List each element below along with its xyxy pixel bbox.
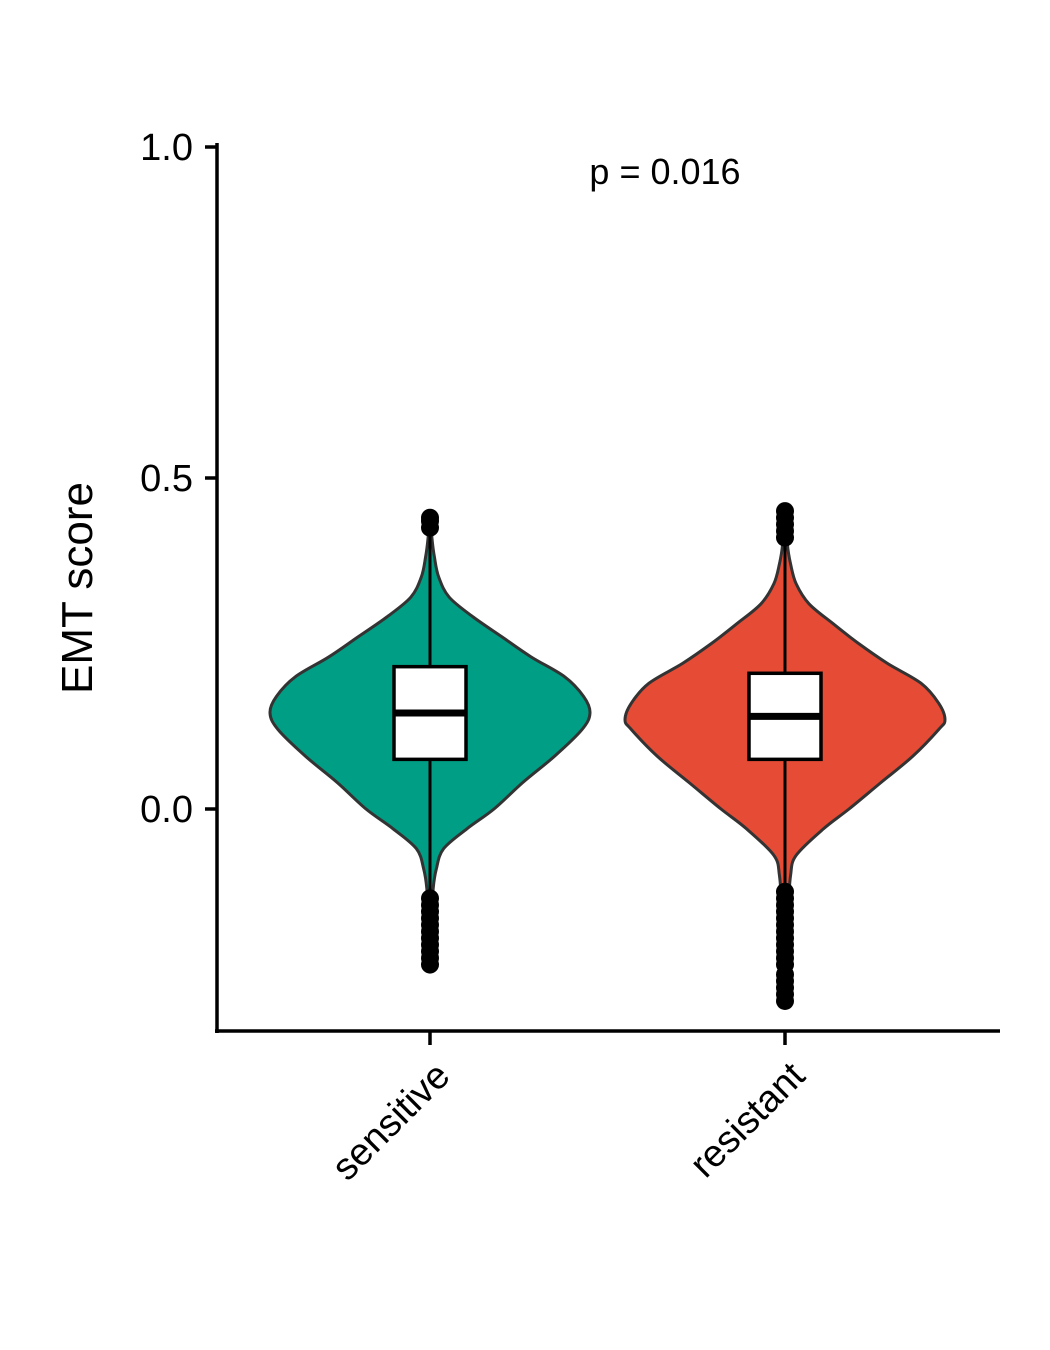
x-tick-label-sensitive: sensitive	[324, 1055, 458, 1189]
y-tick-label: 0.0	[140, 789, 193, 831]
violin-group-resistant	[623, 502, 947, 1010]
p-value-annotation: p = 0.016	[589, 151, 740, 192]
x-axis-ticks: sensitive resistant	[324, 1031, 814, 1189]
y-axis-title: EMT score	[53, 482, 102, 694]
outlier-point	[776, 502, 794, 521]
y-tick-label: 1.0	[140, 127, 193, 169]
y-axis-ticks: 0.0 0.5 1.0	[140, 127, 217, 831]
plot-area	[268, 502, 947, 1010]
outlier-point	[421, 508, 439, 527]
y-tick-label: 0.5	[140, 458, 193, 500]
outlier-point	[776, 991, 794, 1010]
outlier-point	[421, 955, 439, 974]
x-tick-label-resistant: resistant	[682, 1054, 814, 1186]
violin-group-sensitive	[268, 508, 592, 974]
